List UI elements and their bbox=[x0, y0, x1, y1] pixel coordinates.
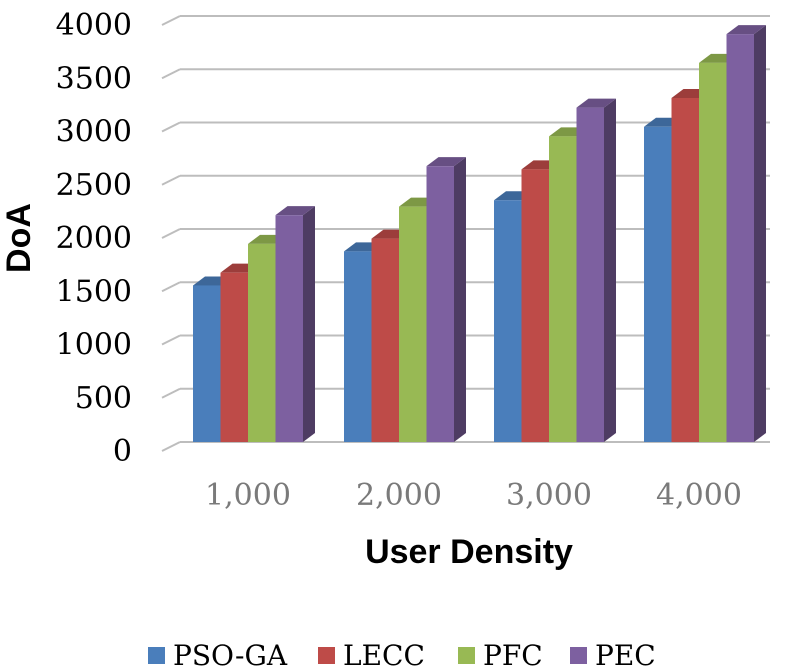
bar-front bbox=[576, 107, 604, 442]
y-tick-label: 0 bbox=[113, 434, 132, 469]
bar-pec-2 bbox=[426, 157, 466, 443]
y-tick-label: 500 bbox=[75, 381, 132, 416]
bar-front bbox=[275, 215, 303, 442]
y-axis-title: DoA bbox=[0, 203, 38, 273]
legend-item-lecc: LECC bbox=[318, 639, 425, 669]
bars bbox=[193, 25, 766, 443]
legend-label: PSO-GA bbox=[173, 639, 288, 669]
bar-front bbox=[426, 166, 454, 443]
x-tick-label: 4,000 bbox=[656, 478, 742, 513]
bar-front bbox=[193, 285, 221, 442]
x-tick-label: 1,000 bbox=[205, 478, 291, 513]
bar-top bbox=[576, 98, 616, 108]
y-tick-label: 2500 bbox=[56, 168, 132, 203]
y-tick-label: 1000 bbox=[56, 328, 132, 363]
legend-label: PFC bbox=[483, 639, 543, 669]
x-tick-label: 3,000 bbox=[506, 478, 592, 513]
y-tick-label: 3000 bbox=[56, 115, 132, 150]
legend-item-pec: PEC bbox=[570, 639, 656, 669]
gridline-diagonal bbox=[161, 15, 181, 26]
bar-front bbox=[220, 272, 248, 442]
gridline-diagonal bbox=[161, 387, 181, 399]
bar-top bbox=[726, 25, 766, 35]
y-tick-label: 2000 bbox=[56, 221, 132, 256]
gridline-diagonal bbox=[161, 441, 181, 452]
gridline-diagonal bbox=[161, 174, 181, 186]
y-axis-ticks: 0 500 1000 1500 2000 2500 3000 3500 4000 bbox=[56, 8, 132, 469]
bar-front bbox=[371, 238, 399, 442]
legend-swatch bbox=[318, 647, 335, 664]
x-axis-ticks: 1,000 2,000 3,000 4,000 bbox=[205, 478, 742, 513]
bar-front bbox=[399, 206, 427, 442]
legend-swatch bbox=[148, 647, 165, 664]
x-axis-title: User Density bbox=[365, 533, 573, 571]
gridline-diagonal bbox=[161, 121, 181, 133]
bar-front bbox=[248, 243, 276, 442]
legend: PSO-GA LECC PFC PEC bbox=[148, 639, 656, 669]
x-tick-label: 2,000 bbox=[356, 478, 442, 513]
bar-side bbox=[754, 25, 766, 442]
bar-top bbox=[275, 206, 315, 216]
bar-front bbox=[549, 136, 577, 442]
bar-pec-4 bbox=[726, 25, 766, 442]
legend-label: PEC bbox=[595, 639, 656, 669]
bar-front bbox=[671, 98, 699, 442]
y-tick-label: 3500 bbox=[56, 61, 132, 96]
legend-swatch bbox=[570, 647, 587, 664]
bar-top bbox=[426, 157, 466, 167]
y-tick-label: 4000 bbox=[56, 8, 132, 43]
bar-front bbox=[494, 200, 522, 442]
gridline-diagonal bbox=[161, 68, 181, 80]
y-tick-label: 1500 bbox=[56, 274, 132, 309]
legend-swatch bbox=[458, 647, 475, 664]
bar-side bbox=[303, 206, 315, 442]
legend-label: LECC bbox=[343, 639, 425, 669]
bar-front bbox=[521, 169, 549, 443]
legend-item-pfc: PFC bbox=[458, 639, 543, 669]
bar-side bbox=[454, 157, 466, 443]
bar-front bbox=[726, 34, 754, 442]
legend-item-pso-ga: PSO-GA bbox=[148, 639, 288, 669]
gridline-diagonal bbox=[161, 228, 181, 239]
bar-pec-3 bbox=[576, 98, 616, 442]
bar-pec-1 bbox=[275, 206, 315, 442]
gridline-diagonal bbox=[161, 334, 181, 346]
bar-front bbox=[699, 62, 727, 443]
bar-front bbox=[644, 126, 672, 442]
gridline-diagonal bbox=[161, 281, 181, 293]
bar-front bbox=[344, 251, 372, 442]
bar-side bbox=[604, 98, 616, 442]
